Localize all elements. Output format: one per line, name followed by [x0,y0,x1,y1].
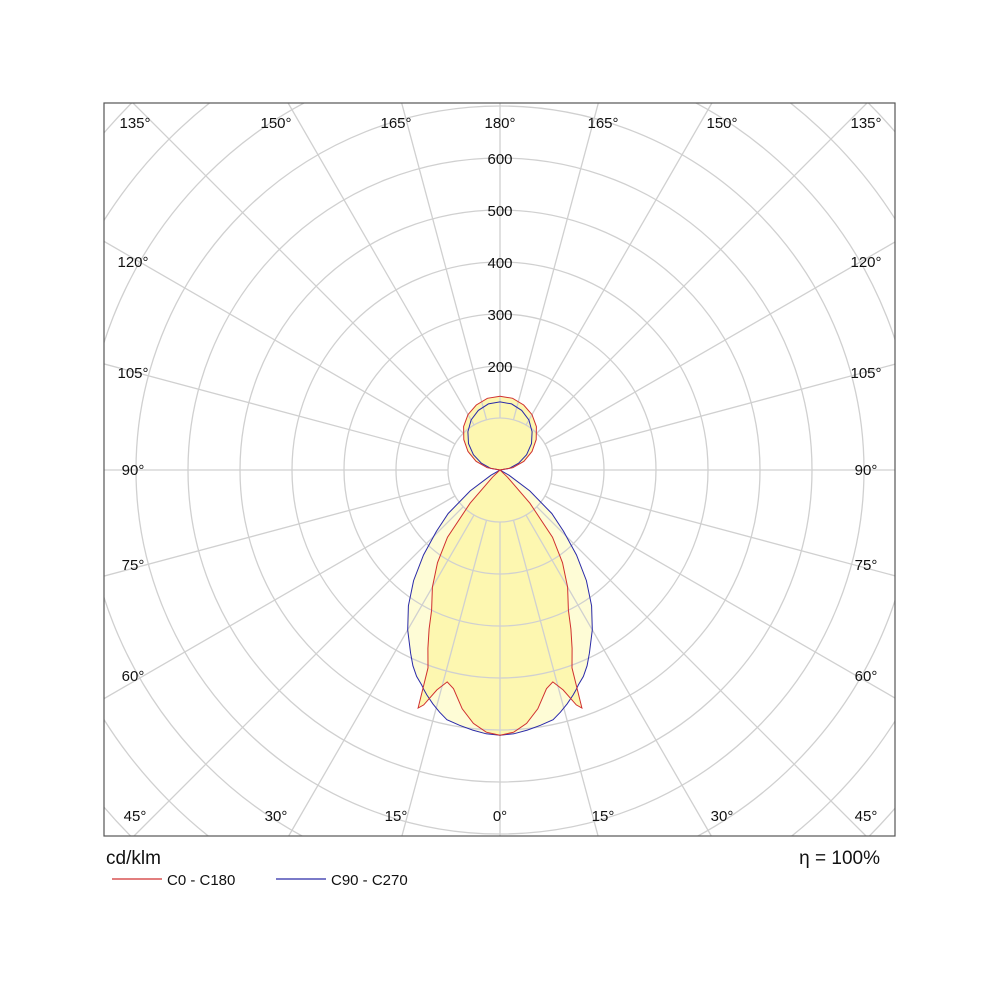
angle-label-top: 150° [260,115,291,132]
grid-ray [512,103,599,420]
radial-tick-label: 400 [487,255,512,272]
plot-frame [103,102,896,837]
series-line-1 [407,401,593,736]
angle-label-right: 75° [855,557,878,574]
angle-label-left: 60° [122,668,145,685]
grid-ray [133,506,464,836]
angle-label-right: 90° [855,462,878,479]
legend-label-c90: C90 - C270 [331,872,408,889]
angle-label-top: 135° [119,115,150,132]
angle-label-right: 105° [850,365,881,382]
grid-ray [544,495,895,699]
grid-ray [288,514,475,836]
grid-ray [401,103,488,420]
radial-tick-label: 500 [487,203,512,220]
grid-ray [525,514,712,836]
grid-ray [287,103,475,426]
grid-ray [104,495,456,700]
grid-ray [525,103,713,426]
series-line-0 [417,395,583,736]
grid-ray [401,520,488,836]
angle-label-right: 60° [855,668,878,685]
angle-label-left: 75° [122,557,145,574]
grid-ray [536,506,867,836]
angle-label-left: 120° [117,254,148,271]
grid-ray [550,482,895,577]
radial-tick-label: 200 [487,359,512,376]
grid-ray [104,240,456,445]
angle-label-bottom: 45° [124,808,147,825]
angle-label-bottom: 15° [592,808,615,825]
angle-label-top: 165° [380,115,411,132]
legend-label-c0: C0 - C180 [167,872,235,889]
angle-label-bottom: 30° [265,808,288,825]
angle-label-bottom: 30° [711,808,734,825]
grid-ray [104,363,450,458]
angle-label-bottom: 0° [493,808,507,825]
radial-tick-label: 300 [487,307,512,324]
unit-label: cd/klm [106,848,161,869]
angle-label-top: 135° [850,115,881,132]
grid-ray [132,103,464,434]
grid-ray [550,363,895,458]
grid-ray [536,103,868,434]
angle-label-top: 165° [587,115,618,132]
efficiency-label: η = 100% [799,848,880,869]
radial-tick-label: 600 [487,151,512,168]
angle-label-top: 180° [484,115,515,132]
angle-label-bottom: 45° [855,808,878,825]
angle-label-right: 120° [850,254,881,271]
grid-ray [104,482,450,577]
angle-label-left: 105° [117,365,148,382]
angle-label-left: 90° [122,462,145,479]
grid-ray [544,241,895,445]
angle-label-top: 150° [706,115,737,132]
angle-label-bottom: 15° [385,808,408,825]
grid-ray [512,520,599,836]
